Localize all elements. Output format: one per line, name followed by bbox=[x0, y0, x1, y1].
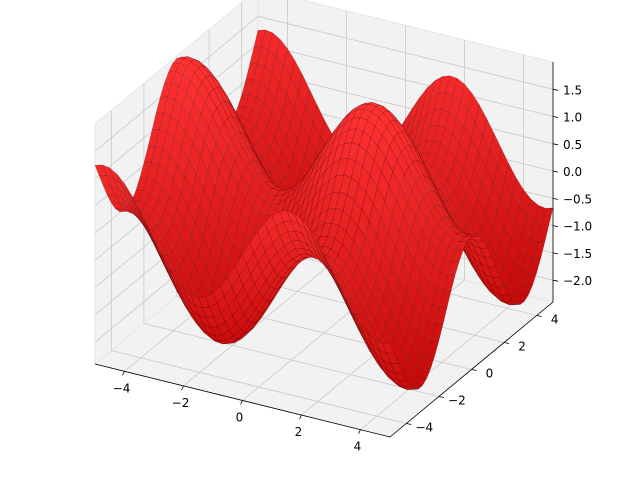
x-tick bbox=[358, 429, 361, 434]
z-tick-label: −0.5 bbox=[563, 192, 592, 206]
z-tick bbox=[552, 170, 559, 173]
y-gridline-floor bbox=[111, 350, 407, 424]
y-tick bbox=[438, 396, 444, 398]
z-tick-label: 1.5 bbox=[563, 83, 582, 97]
tick-labels: −4 −2 0 2 4 −4 −2 0 2 4 −2.0 −1.5 −1.0 −0.5 0.0 0.5 1.0 1… bbox=[113, 83, 592, 453]
y-tick-label: −2 bbox=[448, 394, 466, 408]
z-gridline-back bbox=[257, 15, 554, 90]
z-tick bbox=[552, 225, 559, 227]
x-tick-label: −4 bbox=[113, 381, 131, 395]
x-tick-label: −2 bbox=[172, 396, 190, 410]
z-tick-label: 0.5 bbox=[563, 138, 582, 152]
y-tick-label: 4 bbox=[551, 313, 559, 327]
z-tick-label: 1.0 bbox=[563, 111, 582, 125]
x-tick bbox=[181, 385, 184, 391]
z-gridline-back bbox=[257, 43, 554, 117]
z-tick-label: 0.0 bbox=[563, 165, 582, 179]
z-tick-label: −2.0 bbox=[563, 274, 592, 288]
z-gridline-back bbox=[257, 70, 554, 145]
y-tick bbox=[406, 423, 412, 425]
z-tick bbox=[552, 252, 559, 255]
y-tick-label: 0 bbox=[486, 367, 494, 381]
z-tick bbox=[552, 279, 559, 282]
y-tick bbox=[536, 315, 542, 317]
z-tick bbox=[552, 198, 559, 200]
x-tick bbox=[122, 371, 125, 376]
surface-patch bbox=[382, 342, 395, 354]
y-tick-label: −4 bbox=[415, 421, 433, 435]
tick-marks bbox=[122, 88, 559, 434]
surface bbox=[94, 29, 554, 390]
z-tick-label: −1.0 bbox=[563, 220, 592, 234]
x-tick bbox=[240, 400, 243, 405]
y-tick bbox=[504, 342, 510, 344]
x-tick-label: 4 bbox=[354, 440, 362, 454]
z-tick bbox=[552, 88, 559, 91]
x-tick-label: 0 bbox=[236, 411, 244, 425]
x-tick-label: 2 bbox=[295, 425, 303, 439]
y-gridline-floor bbox=[143, 323, 439, 397]
z-tick-label: −1.5 bbox=[563, 247, 592, 261]
y-tick bbox=[471, 369, 477, 371]
y-tick-label: 2 bbox=[518, 340, 526, 354]
z-tick bbox=[552, 116, 559, 118]
x-tick bbox=[299, 414, 302, 420]
z-tick bbox=[552, 143, 559, 146]
